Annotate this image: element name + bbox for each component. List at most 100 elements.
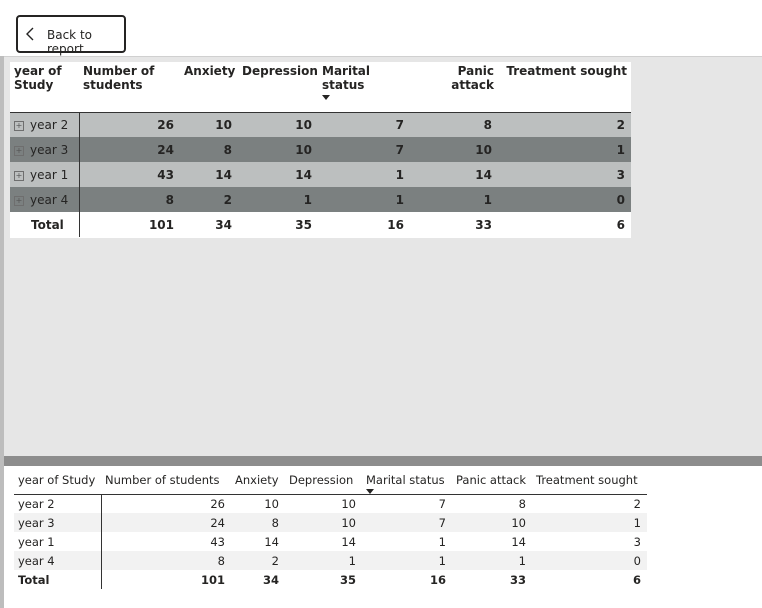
back-button-label: Back to report bbox=[47, 28, 92, 56]
column-header[interactable]: Panic attack bbox=[410, 62, 498, 113]
row-label-cell[interactable]: + year 2 bbox=[10, 112, 80, 137]
cell: 7 bbox=[318, 137, 410, 162]
cell: 14 bbox=[410, 162, 498, 187]
chevron-left-icon bbox=[26, 27, 34, 41]
matrix-row: + year 4 8 2 1 1 1 0 bbox=[10, 187, 631, 212]
sort-descending-icon bbox=[322, 95, 330, 100]
matrix-total-row: Total 101 34 35 16 33 6 bbox=[10, 212, 631, 237]
cell: 8 bbox=[518, 496, 526, 511]
expand-plus-icon[interactable]: + bbox=[14, 120, 24, 131]
cell: 8 bbox=[231, 513, 285, 532]
data-table: year of Study Number of students Anxiety… bbox=[14, 466, 647, 589]
total-cell: 33 bbox=[509, 572, 526, 587]
column-header[interactable]: Treatment sought bbox=[498, 62, 631, 113]
cell: 8 bbox=[410, 112, 498, 137]
total-cell: 101 bbox=[200, 572, 225, 587]
cell: 14 bbox=[238, 162, 318, 187]
column-header[interactable]: Treatment sought bbox=[532, 466, 647, 495]
cell: 7 bbox=[438, 496, 446, 511]
column-header[interactable]: year of Study bbox=[10, 62, 79, 113]
cell: 10 bbox=[180, 112, 238, 137]
matrix-table: year of Study Number of students Anxiety… bbox=[10, 62, 631, 237]
cell: 2 bbox=[231, 551, 285, 570]
total-cell: 33 bbox=[410, 212, 498, 237]
table-row: year 1 43 14 14 1 14 3 bbox=[14, 532, 647, 551]
data-pane-splitter[interactable] bbox=[4, 456, 762, 466]
row-label: year 2 bbox=[14, 494, 102, 513]
cell: 1 bbox=[285, 551, 362, 570]
column-header[interactable]: year of Study bbox=[14, 466, 101, 495]
cell: 3 bbox=[498, 162, 631, 187]
matrix-row: + year 1 43 14 14 1 14 3 bbox=[10, 162, 631, 187]
cell: 8 bbox=[79, 187, 180, 212]
matrix-visual: year of Study Number of students Anxiety… bbox=[10, 62, 631, 238]
cell: 7 bbox=[362, 513, 452, 532]
table-row: year 4 8 2 1 1 1 0 bbox=[14, 551, 647, 570]
matrix-row: + year 2 26 10 10 7 8 2 bbox=[10, 112, 631, 137]
cell: 43 bbox=[79, 162, 180, 187]
row-label: year 4 bbox=[30, 192, 69, 207]
left-edge bbox=[0, 56, 4, 608]
cell: 0 bbox=[498, 187, 631, 212]
cell: 1 bbox=[238, 187, 318, 212]
row-label-cell[interactable]: + year 1 bbox=[10, 162, 80, 187]
table-row: year 2 26 10 10 7 8 2 bbox=[14, 494, 647, 513]
expand-plus-icon[interactable]: + bbox=[14, 195, 24, 206]
column-header[interactable]: Depression bbox=[285, 466, 362, 495]
table-total-row: Total 101 34 35 16 33 6 bbox=[14, 570, 647, 589]
cell: 8 bbox=[180, 137, 238, 162]
cell: 3 bbox=[633, 534, 641, 549]
total-cell: 6 bbox=[498, 212, 631, 237]
expand-plus-icon[interactable]: + bbox=[14, 170, 24, 181]
cell: 1 bbox=[362, 551, 452, 570]
cell: 1 bbox=[410, 187, 498, 212]
total-label: Total bbox=[10, 212, 80, 237]
row-label: year 3 bbox=[30, 142, 69, 157]
total-cell: 101 bbox=[79, 212, 180, 237]
cell: 26 bbox=[210, 496, 225, 511]
column-header[interactable]: Number of students bbox=[79, 62, 180, 113]
top-bar: Back to report bbox=[0, 0, 762, 56]
cell: 2 bbox=[498, 112, 631, 137]
cell: 1 bbox=[532, 513, 647, 532]
cell: 24 bbox=[101, 513, 231, 532]
cell: 26 bbox=[79, 112, 180, 137]
total-cell: 35 bbox=[238, 212, 318, 237]
data-table-header-row: year of Study Number of students Anxiety… bbox=[14, 466, 647, 495]
column-header[interactable]: Anxiety bbox=[180, 62, 238, 113]
cell: 8 bbox=[101, 551, 231, 570]
cell: 1 bbox=[498, 137, 631, 162]
cell: 43 bbox=[210, 534, 225, 549]
cell: 10 bbox=[238, 137, 318, 162]
back-to-report-button[interactable]: Back to report bbox=[16, 15, 126, 56]
cell: 1 bbox=[318, 162, 410, 187]
column-header[interactable]: Number of students bbox=[101, 466, 231, 495]
cell: 10 bbox=[341, 496, 356, 511]
column-header[interactable]: Depression bbox=[238, 62, 318, 113]
cell: 10 bbox=[264, 496, 279, 511]
column-header-label: Marital status bbox=[322, 64, 371, 92]
row-label-cell[interactable]: + year 3 bbox=[10, 137, 80, 162]
matrix-header-row: year of Study Number of students Anxiety… bbox=[10, 62, 631, 113]
total-cell: 16 bbox=[429, 572, 446, 587]
row-label: year 2 bbox=[30, 117, 69, 132]
matrix-row: + year 3 24 8 10 7 10 1 bbox=[10, 137, 631, 162]
cell: 14 bbox=[180, 162, 238, 187]
cell: 14 bbox=[341, 534, 356, 549]
sort-descending-icon bbox=[366, 488, 374, 494]
row-label-cell[interactable]: + year 4 bbox=[10, 187, 80, 212]
row-label: year 3 bbox=[14, 513, 102, 532]
row-label: year 4 bbox=[14, 551, 102, 570]
cell: 2 bbox=[180, 187, 238, 212]
expand-plus-icon[interactable]: + bbox=[14, 145, 24, 156]
table-row: year 3 24 8 10 7 10 1 bbox=[14, 513, 647, 532]
total-cell: 6 bbox=[632, 572, 641, 587]
column-header-sorted[interactable]: Marital status bbox=[362, 466, 452, 495]
row-label: year 1 bbox=[30, 167, 69, 182]
column-header-sorted[interactable]: Marital status bbox=[318, 62, 410, 113]
cell: 14 bbox=[264, 534, 279, 549]
cell: 1 bbox=[452, 551, 532, 570]
column-header[interactable]: Anxiety bbox=[231, 466, 285, 495]
column-header[interactable]: Panic attack bbox=[452, 466, 532, 495]
row-label: year 1 bbox=[14, 532, 102, 551]
